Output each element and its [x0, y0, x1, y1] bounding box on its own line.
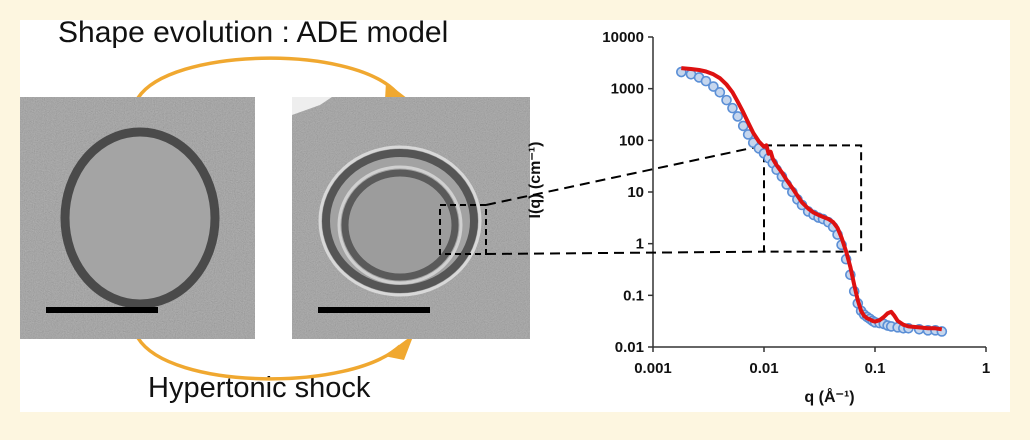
data-point — [714, 87, 726, 98]
chart-zoom-box — [763, 144, 863, 253]
y-axis-label: I(q) (cm⁻¹) — [527, 142, 544, 219]
outer-membrane-halo — [318, 145, 482, 297]
bottom-curved-arrow — [136, 337, 402, 381]
x-axis-label: q (Å⁻¹) — [804, 387, 854, 406]
scattering-chart: 0.001 0.01 0.1 1 0.01 0.1 1 10 100 1000 10000 q (Å⁻… — [485, 29, 990, 406]
x-tick-label: 0.01 — [749, 360, 778, 377]
vesicle-membrane — [60, 127, 220, 309]
x-tick-label: 0.1 — [865, 360, 886, 377]
x-tick-label: 1 — [982, 360, 990, 377]
data-point — [732, 111, 744, 122]
micrograph-before — [20, 97, 255, 339]
y-tick-label: 0.01 — [615, 339, 644, 356]
data-point — [708, 81, 719, 92]
y-tick-label: 10 — [627, 184, 644, 201]
zoom-projection-line-bottom — [485, 250, 765, 255]
bottom-arrow-head — [384, 334, 414, 360]
data-point — [727, 102, 738, 114]
inner-membrane-halo — [337, 165, 463, 285]
y-tick-label: 1000 — [611, 81, 644, 98]
corner-artifact — [292, 97, 332, 115]
figure-panel: Shape evolution : ADE model Hypertonic s… — [20, 16, 1010, 412]
y-tick-label: 1 — [636, 236, 644, 253]
zoom-region-box — [439, 204, 487, 255]
fit-line — [681, 66, 943, 332]
scale-bar — [318, 307, 430, 313]
micrograph-after — [292, 97, 530, 339]
scale-bar — [46, 307, 158, 313]
data-point — [721, 94, 732, 106]
x-tick-label: 0.001 — [634, 360, 672, 377]
inner-membrane — [341, 169, 459, 281]
y-tick-label: 0.1 — [623, 287, 644, 304]
transition-arrows — [136, 56, 414, 381]
top-caption: Shape evolution : ADE model — [58, 16, 449, 49]
top-curved-arrow — [136, 56, 398, 99]
y-tick-label: 10000 — [602, 29, 644, 46]
y-tick-label: 100 — [619, 132, 644, 149]
data-point — [700, 75, 712, 87]
